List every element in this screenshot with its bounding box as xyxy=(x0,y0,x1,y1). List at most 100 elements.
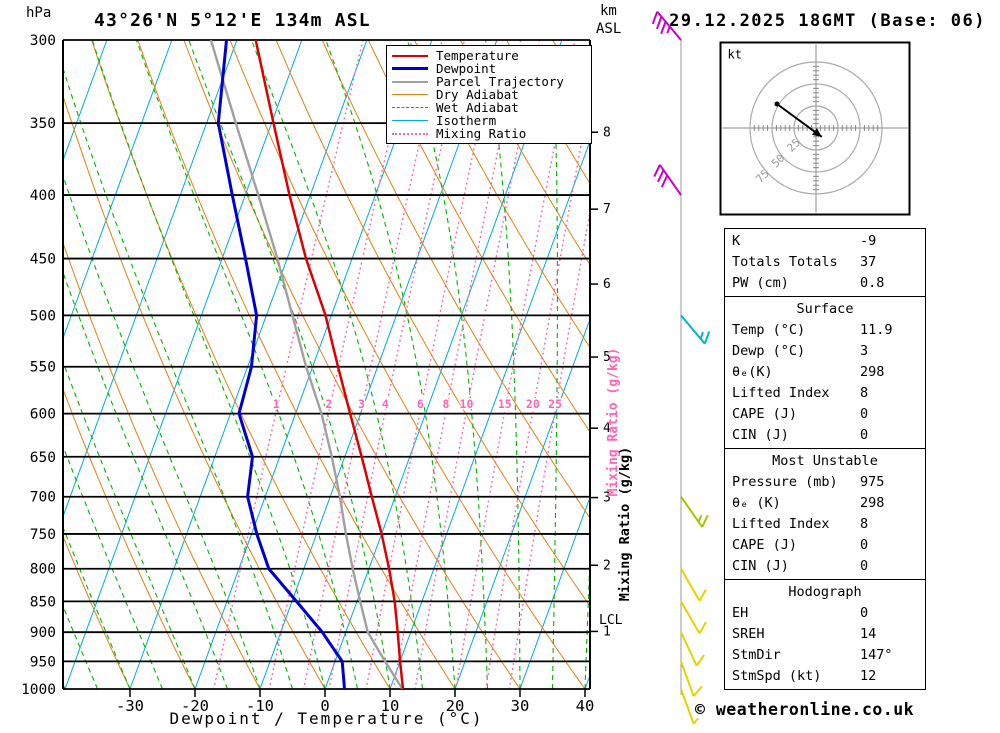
wind-barb-half-feather xyxy=(692,717,699,725)
wet-adiabat-line xyxy=(325,40,456,689)
legend-item-dry-adiabat: Dry Adiabat xyxy=(392,88,586,101)
wind-barb xyxy=(680,631,705,667)
temperature-axis-label: Dewpoint / Temperature (°C) xyxy=(169,709,484,728)
hodograph-trace-dot xyxy=(774,101,780,107)
dry-adiabat-line xyxy=(413,40,590,349)
isotherm-line xyxy=(63,40,173,340)
stat-label: θₑ(K) xyxy=(732,364,773,380)
isotherm-line xyxy=(63,40,238,518)
stats-group-most-unstable: Most Unstable Pressure (mb) 975 θₑ (K) 298 Li… xyxy=(724,448,926,580)
wind-barb-feather xyxy=(701,514,709,528)
wind-barb-feather xyxy=(692,685,703,697)
wind-barb-half-feather xyxy=(699,331,704,340)
stat-value: 975 xyxy=(860,474,885,490)
wind-barb-feather xyxy=(695,654,705,667)
dewpoint-curve xyxy=(216,40,346,689)
pressure-tick-label: 750 xyxy=(30,527,56,543)
stat-label: CIN (J) xyxy=(732,427,789,443)
legend-swatch-temperature xyxy=(392,54,428,57)
temp-tick-label: 40 xyxy=(576,697,595,715)
station-title: 43°26'N 5°12'E 134m ASL xyxy=(94,10,371,31)
wind-barb-shaft xyxy=(680,314,706,345)
hodograph-unit-label: kt xyxy=(728,48,742,62)
wind-barb-feather xyxy=(657,169,665,183)
stat-row-eh: EH 0 xyxy=(732,603,918,624)
stat-label: θₑ (K) xyxy=(732,495,781,511)
stat-row-dewp-c: Dewp (°C) 3 xyxy=(732,341,918,362)
mixing-ratio-value-label: 2 xyxy=(325,397,332,411)
isotherm-line xyxy=(129,40,368,689)
wet-adiabat-line xyxy=(63,360,196,689)
mixing-ratio-value-label: 15 xyxy=(498,397,512,411)
mixing-ratio-labels: 1 2 3 4 6 8 10 15 20 25 xyxy=(271,396,563,413)
wind-barb xyxy=(680,661,703,697)
wind-barb-half-feather xyxy=(697,514,703,523)
hodograph-ring xyxy=(793,105,839,151)
pressure-tick-label: 400 xyxy=(30,188,56,204)
stat-row-stmspd-kt: StmSpd (kt) 12 xyxy=(732,666,918,687)
legend-swatch-mixing-ratio xyxy=(392,132,428,135)
stat-row-pressure-mb: Pressure (mb) 975 xyxy=(732,472,918,493)
wind-barb-feather xyxy=(653,164,661,177)
legend-label: Mixing Ratio xyxy=(436,126,527,141)
isotherm-line xyxy=(63,40,108,162)
stat-row-lifted-index: Lifted Index 8 xyxy=(732,383,918,404)
temp-tick-label: 30 xyxy=(511,697,530,715)
wind-barb-feather xyxy=(660,21,667,35)
wind-barb-shaft xyxy=(680,688,695,725)
wind-barb xyxy=(680,496,709,528)
isotherm-line xyxy=(454,317,590,689)
legend-label: Dry Adiabat xyxy=(436,87,519,102)
pressure-tick-label: 1000 xyxy=(21,682,56,698)
storm-motion-vector xyxy=(776,103,823,138)
legend-swatch-isotherm xyxy=(392,120,428,121)
pressure-tick-label: 550 xyxy=(30,360,56,376)
legend-label: Isotherm xyxy=(436,113,497,128)
wind-barb-half-feather xyxy=(666,26,671,34)
stat-row-cape-j: CAPE (J) 0 xyxy=(732,535,918,556)
km-tick-label: 4 xyxy=(603,421,611,436)
stat-label: CAPE (J) xyxy=(732,537,798,553)
stat-label: CIN (J) xyxy=(732,558,789,574)
stat-label: Lifted Index xyxy=(732,385,830,401)
pressure-tick-label: 800 xyxy=(30,562,56,578)
stat-label: Lifted Index xyxy=(732,516,830,532)
legend-swatch-parcel-trajectory xyxy=(392,80,428,83)
stat-value: 0 xyxy=(860,605,869,621)
wind-barb-feather xyxy=(651,11,659,25)
isotherm-line xyxy=(389,139,590,689)
stat-value: 12 xyxy=(860,668,877,684)
dry-adiabat-line xyxy=(63,535,131,689)
stat-label: Temp (°C) xyxy=(732,322,806,338)
legend-label: Wet Adiabat xyxy=(436,100,519,115)
wind-barb xyxy=(680,600,707,634)
temp-tick-label: 20 xyxy=(446,697,465,715)
stats-panel: K -9 Totals Totals 37 PW (cm) 0.8 Surface Temp … xyxy=(724,228,926,690)
stat-label: Pressure (mb) xyxy=(732,474,838,490)
stat-value: 14 xyxy=(860,626,877,642)
km-tick-label: 5 xyxy=(603,350,611,365)
wind-barb xyxy=(680,568,707,602)
legend-box: Temperature Dewpoint Parcel Trajectory Dry … xyxy=(386,45,592,144)
stat-label: StmDir xyxy=(732,647,781,663)
copyright-text: © weatheronline.co.uk xyxy=(695,700,915,719)
mixing-ratio-value-label: 25 xyxy=(548,397,562,411)
mixing-ratio-value-label: 4 xyxy=(382,397,389,411)
stat-label: Dewp (°C) xyxy=(732,343,806,359)
mixing-ratio-value-label: 10 xyxy=(460,397,474,411)
temp-tick-label: -30 xyxy=(116,697,144,715)
stats-group-surface: Surface Temp (°C) 11.9 Dewp (°C) 3 θₑ(K) 298 Li… xyxy=(724,296,926,449)
lcl-label: LCL xyxy=(599,613,623,628)
mixing-ratio-value-label: 1 xyxy=(273,397,280,411)
dry-adiabat-line xyxy=(63,94,326,689)
stat-value: 3 xyxy=(860,343,869,359)
wet-adiabat-line xyxy=(63,66,294,689)
temp-tick-label: 10 xyxy=(381,697,400,715)
legend-item-temperature: Temperature xyxy=(392,49,586,62)
legend-item-mixing-ratio: Mixing Ratio xyxy=(392,127,586,140)
wind-barb-shaft xyxy=(680,661,695,697)
legend-item-dewpoint: Dewpoint xyxy=(392,62,586,75)
stat-value: 0.8 xyxy=(860,275,885,291)
pressure-tick-label: 950 xyxy=(30,654,56,670)
